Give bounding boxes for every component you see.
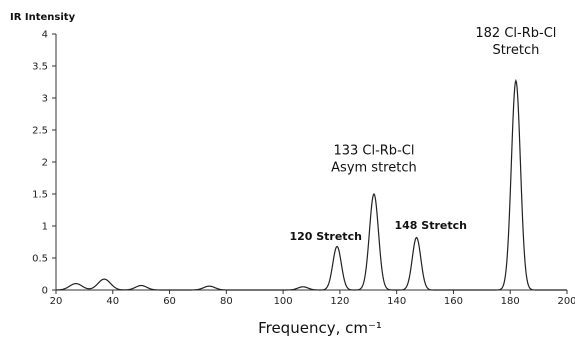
y-tick-label: 2.5: [32, 126, 48, 137]
x-tick-label: 100: [274, 296, 293, 307]
spectrum-line: [55, 78, 567, 291]
y-tick-label: 4: [42, 30, 48, 41]
x-tick-label: 200: [557, 296, 575, 307]
chart-annotations: 182 Cl-Rb-Cl Stretch 133 Cl-Rb-Cl Asym stre…: [289, 26, 556, 243]
x-tick-label: 160: [444, 296, 463, 307]
y-tick-label: 3.5: [32, 62, 48, 73]
peak-point: [336, 245, 339, 248]
peak-point: [415, 236, 418, 239]
x-tick-label: 120: [330, 296, 349, 307]
x-tick-label: 140: [387, 296, 406, 307]
peak-annotation: Stretch: [492, 43, 539, 58]
y-tick-label: 0: [42, 286, 48, 297]
y-tick-label: 0.5: [32, 254, 48, 265]
peak-markers: [74, 79, 517, 288]
x-tick-label: 180: [501, 296, 520, 307]
peak-annotation: 182 Cl-Rb-Cl: [475, 26, 556, 41]
chart-axes: [55, 34, 567, 291]
x-axis-label: Frequency, cm⁻¹: [258, 319, 382, 337]
peak-point: [514, 79, 517, 82]
peak-point: [74, 282, 77, 285]
peak-point: [372, 193, 375, 196]
y-axis-label: IR Intensity: [10, 12, 76, 23]
x-tick-label: 80: [220, 296, 233, 307]
x-tick-label: 60: [163, 296, 176, 307]
x-tick-label: 20: [50, 296, 63, 307]
peak-annotation: 133 Cl-Rb-Cl: [333, 143, 414, 158]
peak-annotation: 148 Stretch: [394, 219, 466, 232]
peak-annotation: Asym stretch: [331, 160, 417, 175]
x-tick-label: 40: [106, 296, 119, 307]
y-tick-label: 2: [42, 158, 48, 169]
peak-point: [140, 284, 143, 287]
peak-point: [208, 285, 211, 288]
peak-annotation: 120 Stretch: [289, 230, 361, 243]
chart-ticks: 20 40 60 80 100 120 140 160 180 200 0 0.5 1 1.5 2 2.5 3 3…: [32, 30, 575, 308]
y-tick-label: 1: [42, 222, 48, 233]
y-tick-label: 3: [42, 94, 48, 105]
peak-point: [103, 278, 106, 281]
y-tick-label: 1.5: [32, 190, 48, 201]
peak-point: [301, 285, 304, 288]
